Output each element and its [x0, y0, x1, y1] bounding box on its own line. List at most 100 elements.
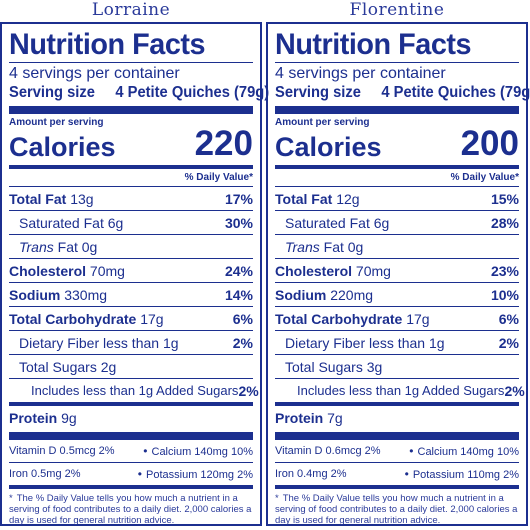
nutrient-row: Total Fat 13g 17%	[9, 186, 253, 210]
nutrient-dv: 15%	[490, 190, 519, 207]
nutrient-amount: 2g	[100, 358, 117, 375]
nutrient-name: Total Sugars	[285, 358, 363, 375]
bullet-icon: •	[404, 467, 409, 481]
nutrient-dv: 23%	[490, 262, 519, 279]
serving-size: Serving size 4 Petite Quiches (79g)	[275, 83, 530, 103]
nutrient-dv: 28%	[490, 214, 519, 231]
medium-divider	[9, 485, 253, 489]
nutrient-row: Cholesterol 70mg 24%	[9, 258, 253, 282]
nutrient-dv: 2%	[498, 334, 519, 351]
medium-divider	[9, 165, 253, 169]
divider	[9, 62, 253, 63]
panel-title: Nutrition Facts	[9, 28, 206, 61]
footnote-text: The % Daily Value tells you how much a n…	[9, 493, 252, 526]
nutrient-row: Protein 9g	[9, 406, 253, 430]
lorraine-column: Lorraine Nutrition Facts 4 servings per …	[0, 0, 270, 526]
nutrient-dv: 30%	[224, 214, 253, 231]
nutrient-amount: 330mg	[64, 286, 108, 303]
nutrient-row: Cholesterol 70mg 23%	[275, 258, 519, 282]
nutrient-amount: 17g	[140, 310, 164, 327]
calories-value: 220	[194, 124, 253, 163]
medium-divider	[275, 165, 519, 169]
amount-per-serving: Amount per serving	[275, 117, 370, 128]
nutrient-row: Total Carbohydrate 17g 6%	[9, 306, 253, 330]
micronutrient-row: Iron 0.4mg 2% • Potassium 110mg 2%	[275, 463, 519, 485]
nutrient-name: Total Carbohydrate	[9, 310, 137, 327]
micro-right: Potassium 110mg 2%	[412, 469, 519, 481]
nutrient-amount: 6g	[373, 214, 390, 231]
nutrient-name: Dietary Fiber less than	[285, 334, 426, 351]
nutrient-dv: 2%	[232, 334, 253, 351]
calories-row: Calories 220	[9, 124, 253, 163]
nutrition-panel: Nutrition Facts 4 servings per container…	[0, 22, 270, 526]
thick-divider	[9, 432, 253, 440]
nutrient-amount: 7g	[327, 410, 343, 426]
amount-per-serving: Amount per serving	[9, 117, 104, 128]
nutrient-name: Protein	[9, 410, 58, 426]
divider	[9, 462, 253, 463]
divider	[275, 62, 519, 63]
calories-value: 200	[460, 124, 519, 163]
nutrient-amount: 13g	[70, 190, 94, 207]
serving-size-value: 4 Petite Quiches (79g)	[381, 84, 530, 101]
nutrient-row: Total Carbohydrate 17g 6%	[275, 306, 519, 330]
nutrient-name: Total Fat	[275, 190, 333, 207]
footnote-text: The % Daily Value tells you how much a n…	[275, 493, 518, 526]
nutrient-amount: 0g	[347, 238, 364, 255]
micro-left: Vitamin D 0.5mcg 2%	[9, 445, 115, 457]
micro-left: Iron 0.4mg 2%	[275, 468, 347, 480]
serving-size-value: 4 Petite Quiches (79g)	[115, 84, 270, 101]
nutrient-row: Protein 7g	[275, 406, 519, 430]
nutrient-dv: 6%	[232, 310, 253, 327]
nutrient-name: Total Fat	[9, 190, 67, 207]
servings-per-container: 4 servings per container	[275, 65, 446, 82]
nutrient-dv: 17%	[224, 190, 253, 207]
nutrient-amount: 3g	[366, 358, 383, 375]
nutrient-dv: 10%	[490, 286, 519, 303]
bullet-icon: •	[143, 444, 148, 458]
nutrient-row: Total Sugars 3g	[275, 354, 519, 378]
nutrient-suffix: Fat	[323, 238, 344, 255]
nutrient-amount: 70mg	[355, 262, 391, 279]
nutrient-name: Trans	[285, 238, 320, 255]
nutrient-name: Dietary Fiber less than	[19, 334, 160, 351]
nutrient-row: Sodium 220mg 10%	[275, 282, 519, 306]
nutrient-amount: 12g	[336, 190, 360, 207]
servings-per-container: 4 servings per container	[9, 65, 180, 82]
nutrient-suffix: Fat	[57, 238, 78, 255]
nutrient-name: Includes less than 1g Added Sugars	[297, 383, 505, 398]
nutrient-amount: 17g	[406, 310, 430, 327]
nutrient-amount: 220mg	[330, 286, 374, 303]
nutrient-name: Protein	[275, 410, 324, 426]
nutrient-amount: 0g	[81, 238, 98, 255]
nutrient-row: Trans Fat 0g	[9, 234, 253, 258]
florentine-column: Florentine Nutrition Facts 4 servings pe…	[266, 0, 530, 526]
nutrient-name: Trans	[19, 238, 54, 255]
nutrient-dv: 24%	[224, 262, 253, 279]
nutrient-name: Includes less than 1g Added Sugars	[31, 383, 239, 398]
micronutrient-row: Iron 0.5mg 2% • Potassium 120mg 2%	[9, 463, 253, 485]
serving-size-label: Serving size	[275, 84, 361, 101]
divider	[275, 462, 519, 463]
micronutrient-row: Vitamin D 0.5mcg 2% • Calcium 140mg 10%	[9, 440, 253, 462]
calories-row: Calories 200	[275, 124, 519, 163]
nutrient-amount: 6g	[107, 214, 124, 231]
micro-right: Potassium 120mg 2%	[146, 469, 253, 481]
nutrient-amount: 1g	[428, 334, 445, 351]
calories-label: Calories	[275, 132, 382, 162]
footnote: * The % Daily Value tells you how much a …	[9, 489, 253, 526]
nutrition-panel: Nutrition Facts 4 servings per container…	[266, 22, 530, 526]
nutrient-amount: 1g	[162, 334, 179, 351]
nutrient-dv: 6%	[498, 310, 519, 327]
nutrient-row: Trans Fat 0g	[275, 234, 519, 258]
nutrient-name: Total Sugars	[19, 358, 97, 375]
medium-divider	[275, 402, 519, 406]
nutrient-row: Includes less than 1g Added Sugars 2%	[275, 378, 525, 402]
serving-size: Serving size 4 Petite Quiches (79g)	[9, 83, 270, 103]
micronutrient-row: Vitamin D 0.6mcg 2% • Calcium 140mg 10%	[275, 440, 519, 462]
nutrient-name: Saturated Fat	[285, 214, 370, 231]
calories-label: Calories	[9, 132, 116, 162]
bullet-icon: •	[137, 467, 142, 481]
nutrient-dv: 2%	[238, 382, 259, 399]
nutrient-name: Cholesterol	[275, 262, 353, 279]
